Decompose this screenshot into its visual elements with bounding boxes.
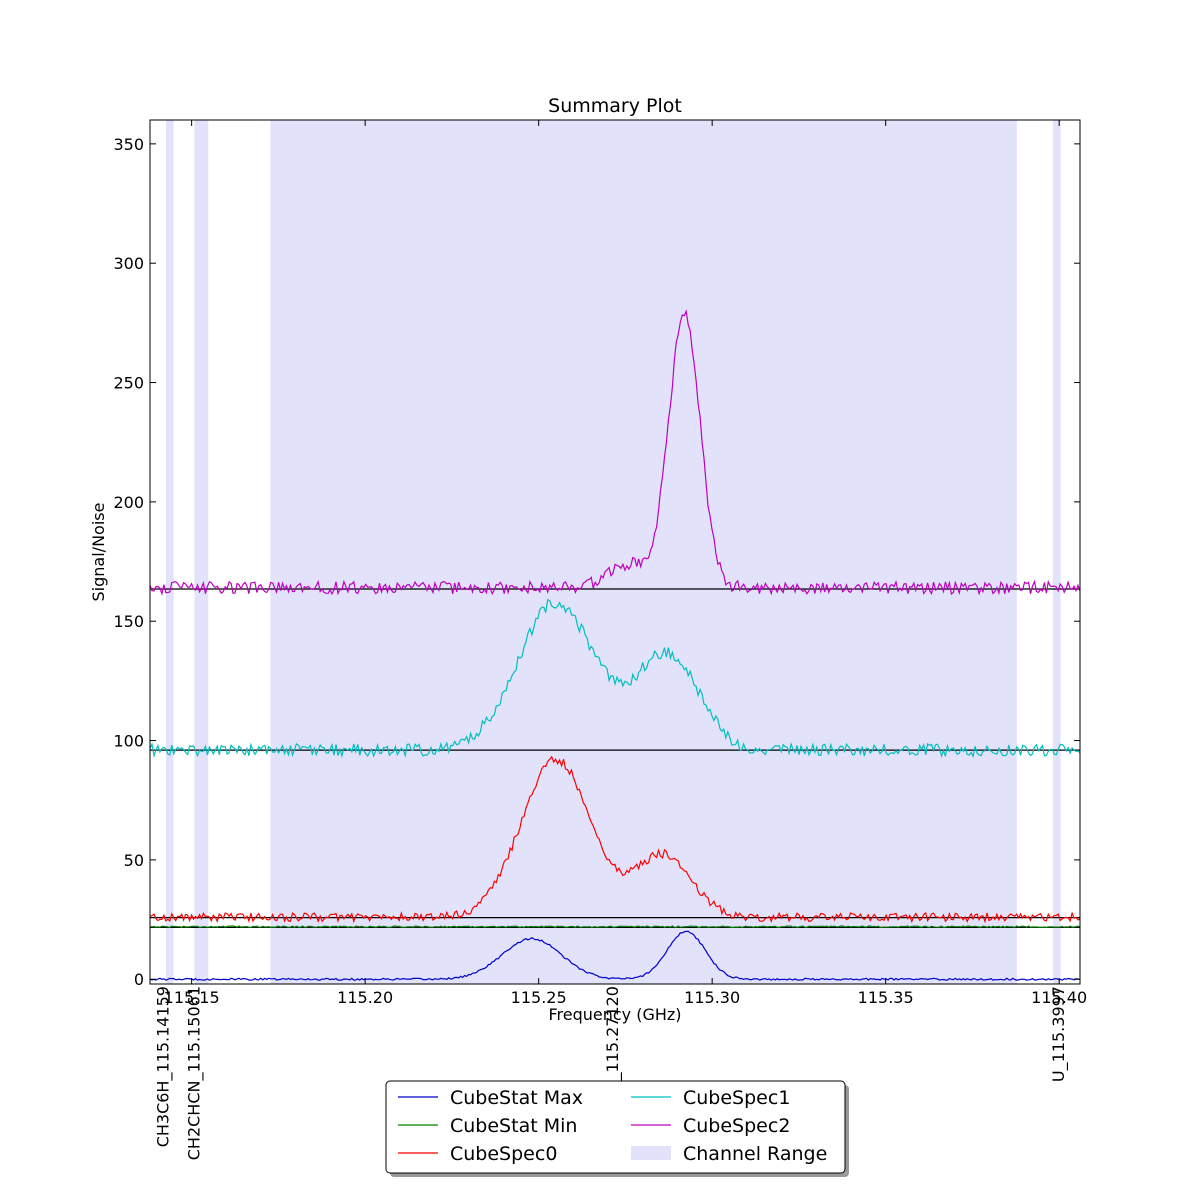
y-tick-label: 100 <box>113 732 144 751</box>
x-tick-label: 115.20 <box>337 988 393 1007</box>
channel-range-0 <box>165 120 174 984</box>
x-tick-label: 115.40 <box>1031 988 1087 1007</box>
y-tick-label: 50 <box>124 851 144 870</box>
series-cubestat-max <box>150 930 1080 981</box>
legend-label: CubeStat Min <box>450 1115 577 1137</box>
channel-range-shading <box>165 120 1061 984</box>
x-tick-label: 115.15 <box>164 988 220 1007</box>
series-cubespec1 <box>150 598 1080 759</box>
line-id-label: U_115.3997 <box>1049 986 1069 1082</box>
line-identifications: CH3C6H_115.14159 CH2CHCN_115.15061 CO_115.… <box>153 986 1069 1160</box>
series-lines <box>150 309 1080 981</box>
chart-title: Summary Plot <box>548 95 682 117</box>
y-tick-label: 250 <box>113 374 144 393</box>
plot-frame <box>149 119 1081 985</box>
legend-box <box>385 1080 846 1174</box>
x-tick-label: 115.25 <box>511 988 567 1007</box>
y-axis-ticks: 0 50 100 150 200 250 300 350 <box>113 135 1080 989</box>
legend-label: CubeSpec1 <box>683 1087 790 1109</box>
legend-label: CubeStat Max <box>450 1087 583 1109</box>
y-tick-label: 150 <box>113 612 144 631</box>
line-id-label: CH3C6H_115.14159 <box>153 986 173 1147</box>
legend: CubeStat Max CubeSpec1 CubeStat Min CubeSpe… <box>385 1080 849 1177</box>
legend-label: CubeSpec2 <box>683 1115 790 1137</box>
y-tick-label: 350 <box>113 135 144 154</box>
x-axis-ticks: 115.15 115.20 115.25 115.30 115.35 115.40 <box>164 120 1087 1007</box>
line-id-label: CO_115.27120 <box>603 986 623 1104</box>
legend-swatch <box>631 1146 671 1160</box>
series-cubespec0 <box>150 755 1080 924</box>
channel-range-2 <box>270 120 1017 984</box>
x-axis-label: Frequency (GHz) <box>548 1005 681 1024</box>
legend-label: CubeSpec0 <box>450 1143 557 1165</box>
y-tick-label: 200 <box>113 493 144 512</box>
y-axis-label: Signal/Noise <box>89 503 108 602</box>
line-id-label: CH2CHCN_115.15061 <box>185 986 205 1160</box>
series-cubestat-min <box>150 925 1080 929</box>
legend-label: Channel Range <box>683 1143 827 1165</box>
series-cubespec2 <box>150 309 1080 596</box>
y-tick-label: 0 <box>134 970 144 989</box>
x-tick-label: 115.30 <box>684 988 740 1007</box>
y-tick-label: 300 <box>113 254 144 273</box>
channel-range-1 <box>194 120 209 984</box>
x-tick-label: 115.35 <box>858 988 914 1007</box>
channel-range-3 <box>1052 120 1061 984</box>
